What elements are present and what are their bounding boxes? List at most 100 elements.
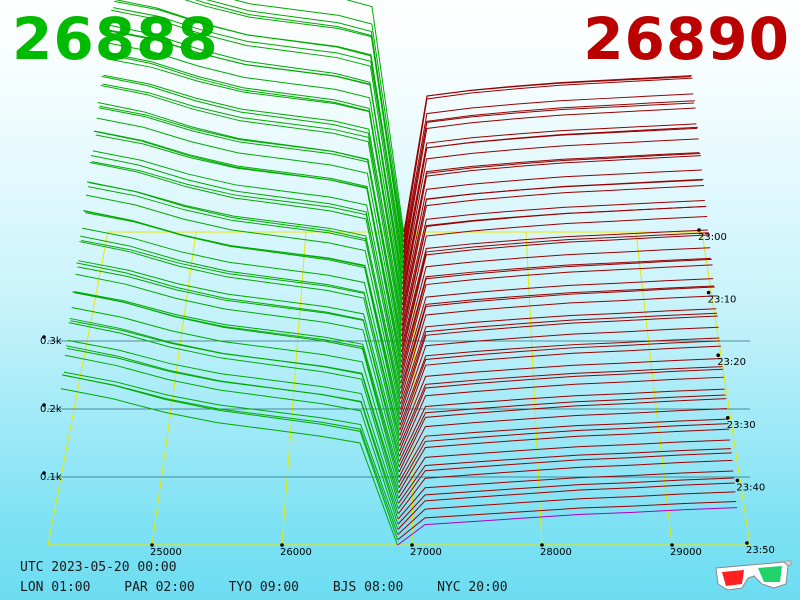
depth-tick-2 [42, 335, 46, 339]
price-gridline-1 [281, 231, 307, 546]
price-tick-3 [540, 543, 544, 547]
time-tick-3 [726, 416, 730, 420]
time-tick-label-3: 23:30 [727, 420, 756, 431]
ask-depth-line-55 [402, 100, 695, 259]
ask-depth-line-6 [397, 459, 733, 515]
ask-depth-line-39 [401, 215, 708, 342]
bid-depth-line-18 [78, 260, 400, 452]
timezone-lon: LON 01:00 [20, 580, 91, 595]
ask-depth-line-7 [398, 452, 732, 509]
bid-depth-line-31 [90, 154, 402, 384]
ask-depth-line-34 [400, 257, 711, 368]
ask-depth-line-51 [402, 126, 698, 280]
ask-depth-line-37 [401, 232, 709, 353]
price-gridline-3 [525, 231, 543, 546]
bid-depth-line-50 [109, 29, 404, 285]
ask-depth-line-46 [401, 169, 702, 306]
bid-depth-line-22 [82, 227, 401, 431]
bid-depth-line-54 [113, 7, 404, 264]
time-tick-label-0: 23:00 [698, 232, 727, 243]
time-tick-1 [706, 290, 711, 295]
ask-depth-line-0 [397, 507, 738, 546]
bid-depth-line-29 [88, 182, 401, 394]
grid-floor [47, 231, 751, 546]
bid-depth-line-45 [104, 53, 403, 311]
time-tick-label-2: 23:20 [717, 357, 746, 368]
ask-depth-line-16 [398, 388, 725, 462]
ask-depth-line-10 [398, 428, 730, 494]
ask-depth-line-23 [399, 337, 720, 426]
ask-depth-line-59 [403, 75, 692, 238]
ask-depth-line-18 [399, 368, 724, 452]
bid-depth-line-12 [72, 291, 400, 483]
ask-depth-line-47 [402, 155, 701, 300]
ask-depth-line-52 [402, 127, 698, 274]
bid-depth-line-58 [184, 0, 404, 243]
ask-depth-line-26 [399, 312, 718, 410]
bid-depth-line-49 [108, 24, 404, 290]
bid-depth-line-30 [89, 161, 402, 389]
time-tick-label-4: 23:40 [736, 482, 765, 493]
depth-tick-label-2: 0.3k [40, 336, 62, 347]
ask-depth-line-9 [398, 439, 731, 499]
ask-depth-line-30 [400, 285, 715, 389]
price-tick-label-1: 26000 [280, 547, 312, 558]
ask-depth-line-2 [397, 491, 736, 535]
price-gridline-4 [635, 231, 673, 546]
price-tick-4 [670, 543, 674, 547]
bid-depth-line-48 [107, 42, 403, 295]
price-tick-label-0: 25000 [150, 547, 182, 558]
depth-tick-label-0: 0.1k [40, 472, 62, 483]
ask-depth-line-22 [399, 340, 721, 431]
timezone-nyc: NYC 20:00 [437, 580, 508, 595]
bid-depth-line-21 [81, 240, 401, 436]
ask-depth-line-29 [400, 286, 715, 394]
bid-depth-line-43 [102, 83, 403, 321]
ask-depth-line-19 [399, 366, 723, 447]
bid-depth-line-33 [92, 150, 402, 373]
bid-depth-line-28 [87, 186, 401, 400]
ask-depth-line-5 [397, 470, 734, 520]
bid-depth-line-4 [64, 354, 399, 525]
bid-depth-line-3 [63, 371, 399, 530]
bid-depth-line-39 [98, 107, 402, 342]
time-tick-5 [745, 541, 749, 545]
bid-depth-line-35 [94, 130, 402, 363]
ask-depth-line-3 [397, 482, 735, 530]
bid-depth-line-13 [73, 291, 400, 478]
bid-depth-line-56 [194, 0, 404, 253]
ask-price: 26890 [583, 5, 790, 73]
bid-depth-line-14 [74, 291, 400, 473]
bid-depth-line-34 [93, 130, 402, 368]
ask-depth-line-49 [402, 152, 700, 290]
time-tick-label-5: 23:50 [746, 545, 775, 556]
depth-tick-1 [42, 403, 46, 407]
ask-depth-line-4 [397, 477, 734, 525]
bid-depth-line-57 [206, 0, 404, 248]
3d-glasses-icon[interactable] [712, 558, 792, 594]
timezone-list: LON 01:00 PAR 02:00 TYO 09:00 BJS 08:00 … [20, 580, 534, 595]
ask-depth-line-40 [401, 205, 707, 337]
bid-depth-line-23 [83, 210, 401, 426]
bid-depth-line-60 [345, 0, 405, 233]
price-tick-1 [280, 543, 284, 547]
depth-tick-label-1: 0.2k [40, 404, 62, 415]
bid-depth-line-36 [95, 134, 402, 358]
ask-depth-line-38 [401, 229, 708, 347]
bid-depth-line-20 [80, 235, 401, 441]
ask-depth-line-15 [398, 394, 726, 467]
bid-depth-line-47 [106, 58, 403, 300]
ask-depth-line-20 [399, 357, 722, 441]
ask-depth-line-44 [401, 178, 704, 316]
bid-depth-line-44 [103, 74, 403, 316]
ask-depth-line-56 [402, 102, 695, 253]
ask-depth-line-21 [399, 345, 721, 436]
timezone-par: PAR 02:00 [124, 580, 195, 595]
bid-depth-line-17 [77, 266, 400, 457]
bid-depth-line-19 [79, 241, 400, 447]
bid-depth-line-6 [66, 347, 399, 514]
ask-depth-line-45 [401, 179, 703, 311]
bid-depth-line-9 [69, 317, 399, 499]
ask-depth-line-13 [398, 408, 728, 478]
